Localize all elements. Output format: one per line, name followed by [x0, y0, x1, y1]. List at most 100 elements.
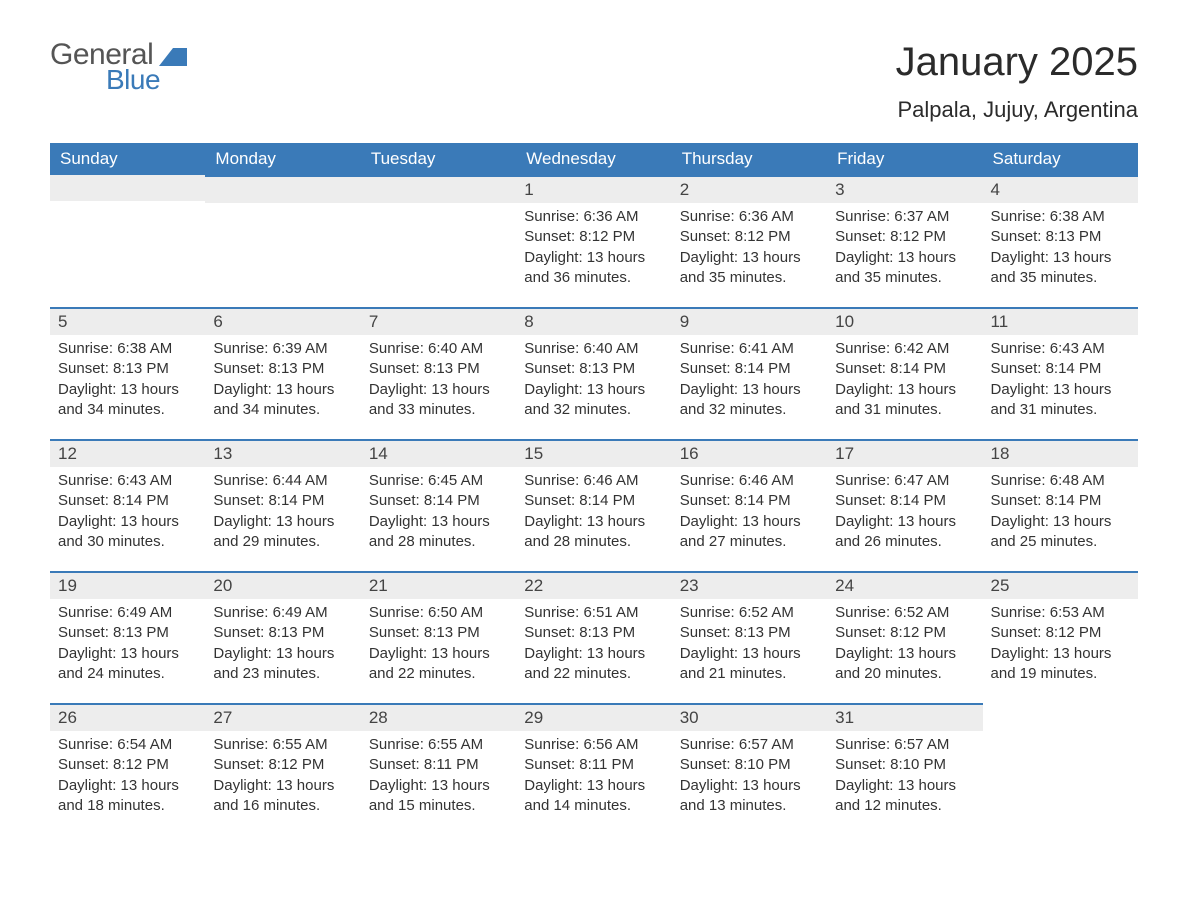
calendar-cell: [205, 175, 360, 307]
calendar-cell: 27Sunrise: 6:55 AMSunset: 8:12 PMDayligh…: [205, 703, 360, 835]
sunset-line: Sunset: 8:12 PM: [991, 623, 1130, 643]
day-number: 19: [50, 571, 205, 599]
daylight-line: Daylight: 13 hours and 26 minutes.: [835, 512, 974, 553]
weekday-header: Sunday: [50, 143, 205, 175]
calendar-cell: 30Sunrise: 6:57 AMSunset: 8:10 PMDayligh…: [672, 703, 827, 835]
day-content: Sunrise: 6:37 AMSunset: 8:12 PMDaylight:…: [827, 203, 982, 298]
day-content: Sunrise: 6:54 AMSunset: 8:12 PMDaylight:…: [50, 731, 205, 826]
sunrise-line: Sunrise: 6:41 AM: [680, 339, 819, 359]
day-number: 9: [672, 307, 827, 335]
calendar-cell: 29 Sunrise: 6:56 AMSunset: 8:11 PMDayligh…: [516, 703, 671, 835]
sunrise-line: Sunrise: 6:51 AM: [524, 603, 663, 623]
day-content: Sunrise: 6:41 AMSunset: 8:14 PMDaylight:…: [672, 335, 827, 430]
day-content: Sunrise: 6:51 AMSunset: 8:13 PMDaylight:…: [516, 599, 671, 694]
daylight-line: Daylight: 13 hours and 35 minutes.: [680, 248, 819, 289]
sunset-line: Sunset: 8:12 PM: [835, 227, 974, 247]
day-number: 30: [672, 703, 827, 731]
location: Palpala, Jujuy, Argentina: [896, 97, 1138, 123]
sunrise-line: Sunrise: 6:45 AM: [369, 471, 508, 491]
calendar-cell: 3Sunrise: 6:37 AMSunset: 8:12 PMDaylight…: [827, 175, 982, 307]
daylight-line: Daylight: 13 hours and 36 minutes.: [524, 248, 663, 289]
daylight-line: Daylight: 13 hours and 14 minutes.: [524, 776, 663, 817]
calendar-cell: 20Sunrise: 6:49 AMSunset: 8:13 PMDayligh…: [205, 571, 360, 703]
sunset-line: Sunset: 8:13 PM: [369, 623, 508, 643]
weekday-header: Saturday: [983, 143, 1138, 175]
daylight-line: Daylight: 13 hours and 35 minutes.: [835, 248, 974, 289]
sunrise-line: Sunrise: 6:42 AM: [835, 339, 974, 359]
day-number: 12: [50, 439, 205, 467]
calendar-table: SundayMondayTuesdayWednesdayThursdayFrid…: [50, 143, 1138, 835]
sunset-line: Sunset: 8:14 PM: [680, 359, 819, 379]
sunset-line: Sunset: 8:10 PM: [835, 755, 974, 775]
sunset-line: Sunset: 8:14 PM: [835, 359, 974, 379]
daylight-line: Daylight: 13 hours and 18 minutes.: [58, 776, 197, 817]
sunrise-line: Sunrise: 6:37 AM: [835, 207, 974, 227]
calendar-cell: 7Sunrise: 6:40 AMSunset: 8:13 PMDaylight…: [361, 307, 516, 439]
sunrise-line: Sunrise: 6:55 AM: [369, 735, 508, 755]
day-content: Sunrise: 6:42 AMSunset: 8:14 PMDaylight:…: [827, 335, 982, 430]
sunset-line: Sunset: 8:14 PM: [369, 491, 508, 511]
day-content: Sunrise: 6:40 AMSunset: 8:13 PMDaylight:…: [361, 335, 516, 430]
sunset-line: Sunset: 8:11 PM: [369, 755, 508, 775]
sunset-line: Sunset: 8:11 PM: [524, 755, 663, 775]
daylight-line: Daylight: 13 hours and 32 minutes.: [680, 380, 819, 421]
weekday-header: Wednesday: [516, 143, 671, 175]
weekday-header: Tuesday: [361, 143, 516, 175]
day-content: Sunrise: 6:57 AMSunset: 8:10 PMDaylight:…: [672, 731, 827, 826]
logo: General Blue: [50, 40, 187, 94]
calendar-cell: 5Sunrise: 6:38 AMSunset: 8:13 PMDaylight…: [50, 307, 205, 439]
day-content: Sunrise: 6:38 AMSunset: 8:13 PMDaylight:…: [983, 203, 1138, 298]
calendar-week-row: 5Sunrise: 6:38 AMSunset: 8:13 PMDaylight…: [50, 307, 1138, 439]
day-number: 28: [361, 703, 516, 731]
calendar-cell: 21Sunrise: 6:50 AMSunset: 8:13 PMDayligh…: [361, 571, 516, 703]
day-content: Sunrise: 6:49 AMSunset: 8:13 PMDaylight:…: [50, 599, 205, 694]
daylight-line: Daylight: 13 hours and 15 minutes.: [369, 776, 508, 817]
daylight-line: Daylight: 13 hours and 16 minutes.: [213, 776, 352, 817]
calendar-cell: 17Sunrise: 6:47 AMSunset: 8:14 PMDayligh…: [827, 439, 982, 571]
day-number: 6: [205, 307, 360, 335]
daylight-line: Daylight: 13 hours and 23 minutes.: [213, 644, 352, 685]
sunrise-line: Sunrise: 6:53 AM: [991, 603, 1130, 623]
day-number: 22: [516, 571, 671, 599]
sunrise-line: Sunrise: 6:43 AM: [58, 471, 197, 491]
day-content: Sunrise: 6:36 AMSunset: 8:12 PMDaylight:…: [516, 203, 671, 298]
calendar-body: 1Sunrise: 6:36 AMSunset: 8:12 PMDaylight…: [50, 175, 1138, 835]
sunset-line: Sunset: 8:12 PM: [58, 755, 197, 775]
sunset-line: Sunset: 8:13 PM: [58, 359, 197, 379]
sunset-line: Sunset: 8:12 PM: [213, 755, 352, 775]
daylight-line: Daylight: 13 hours and 13 minutes.: [680, 776, 819, 817]
day-number: 26: [50, 703, 205, 731]
sunrise-line: Sunrise: 6:47 AM: [835, 471, 974, 491]
sunset-line: Sunset: 8:14 PM: [991, 491, 1130, 511]
calendar-cell: 2Sunrise: 6:36 AMSunset: 8:12 PMDaylight…: [672, 175, 827, 307]
month-title: January 2025: [896, 40, 1138, 85]
daylight-line: Daylight: 13 hours and 20 minutes.: [835, 644, 974, 685]
day-number: 10: [827, 307, 982, 335]
sunrise-line: Sunrise: 6:56 AM: [524, 735, 663, 755]
calendar-cell: 18Sunrise: 6:48 AMSunset: 8:14 PMDayligh…: [983, 439, 1138, 571]
day-number: 21: [361, 571, 516, 599]
sunrise-line: Sunrise: 6:36 AM: [524, 207, 663, 227]
day-content: Sunrise: 6:46 AMSunset: 8:14 PMDaylight:…: [672, 467, 827, 562]
day-number: 29: [516, 703, 671, 731]
logo-flag-icon: [159, 48, 187, 66]
calendar-cell: 13Sunrise: 6:44 AMSunset: 8:14 PMDayligh…: [205, 439, 360, 571]
calendar-cell: 14Sunrise: 6:45 AMSunset: 8:14 PMDayligh…: [361, 439, 516, 571]
day-number: 18: [983, 439, 1138, 467]
sunset-line: Sunset: 8:13 PM: [991, 227, 1130, 247]
day-content: Sunrise: 6:47 AMSunset: 8:14 PMDaylight:…: [827, 467, 982, 562]
day-content: Sunrise: 6:39 AMSunset: 8:13 PMDaylight:…: [205, 335, 360, 430]
calendar-cell: 10Sunrise: 6:42 AMSunset: 8:14 PMDayligh…: [827, 307, 982, 439]
calendar-cell: 6Sunrise: 6:39 AMSunset: 8:13 PMDaylight…: [205, 307, 360, 439]
sunrise-line: Sunrise: 6:40 AM: [369, 339, 508, 359]
day-content: Sunrise: 6:52 AMSunset: 8:12 PMDaylight:…: [827, 599, 982, 694]
weekday-header: Friday: [827, 143, 982, 175]
day-content: Sunrise: 6:45 AMSunset: 8:14 PMDaylight:…: [361, 467, 516, 562]
calendar-cell: 15Sunrise: 6:46 AMSunset: 8:14 PMDayligh…: [516, 439, 671, 571]
day-number: 3: [827, 175, 982, 203]
calendar-cell: 31Sunrise: 6:57 AMSunset: 8:10 PMDayligh…: [827, 703, 982, 835]
day-number: 8: [516, 307, 671, 335]
weekday-header: Thursday: [672, 143, 827, 175]
calendar-cell: 22Sunrise: 6:51 AMSunset: 8:13 PMDayligh…: [516, 571, 671, 703]
day-number: 27: [205, 703, 360, 731]
